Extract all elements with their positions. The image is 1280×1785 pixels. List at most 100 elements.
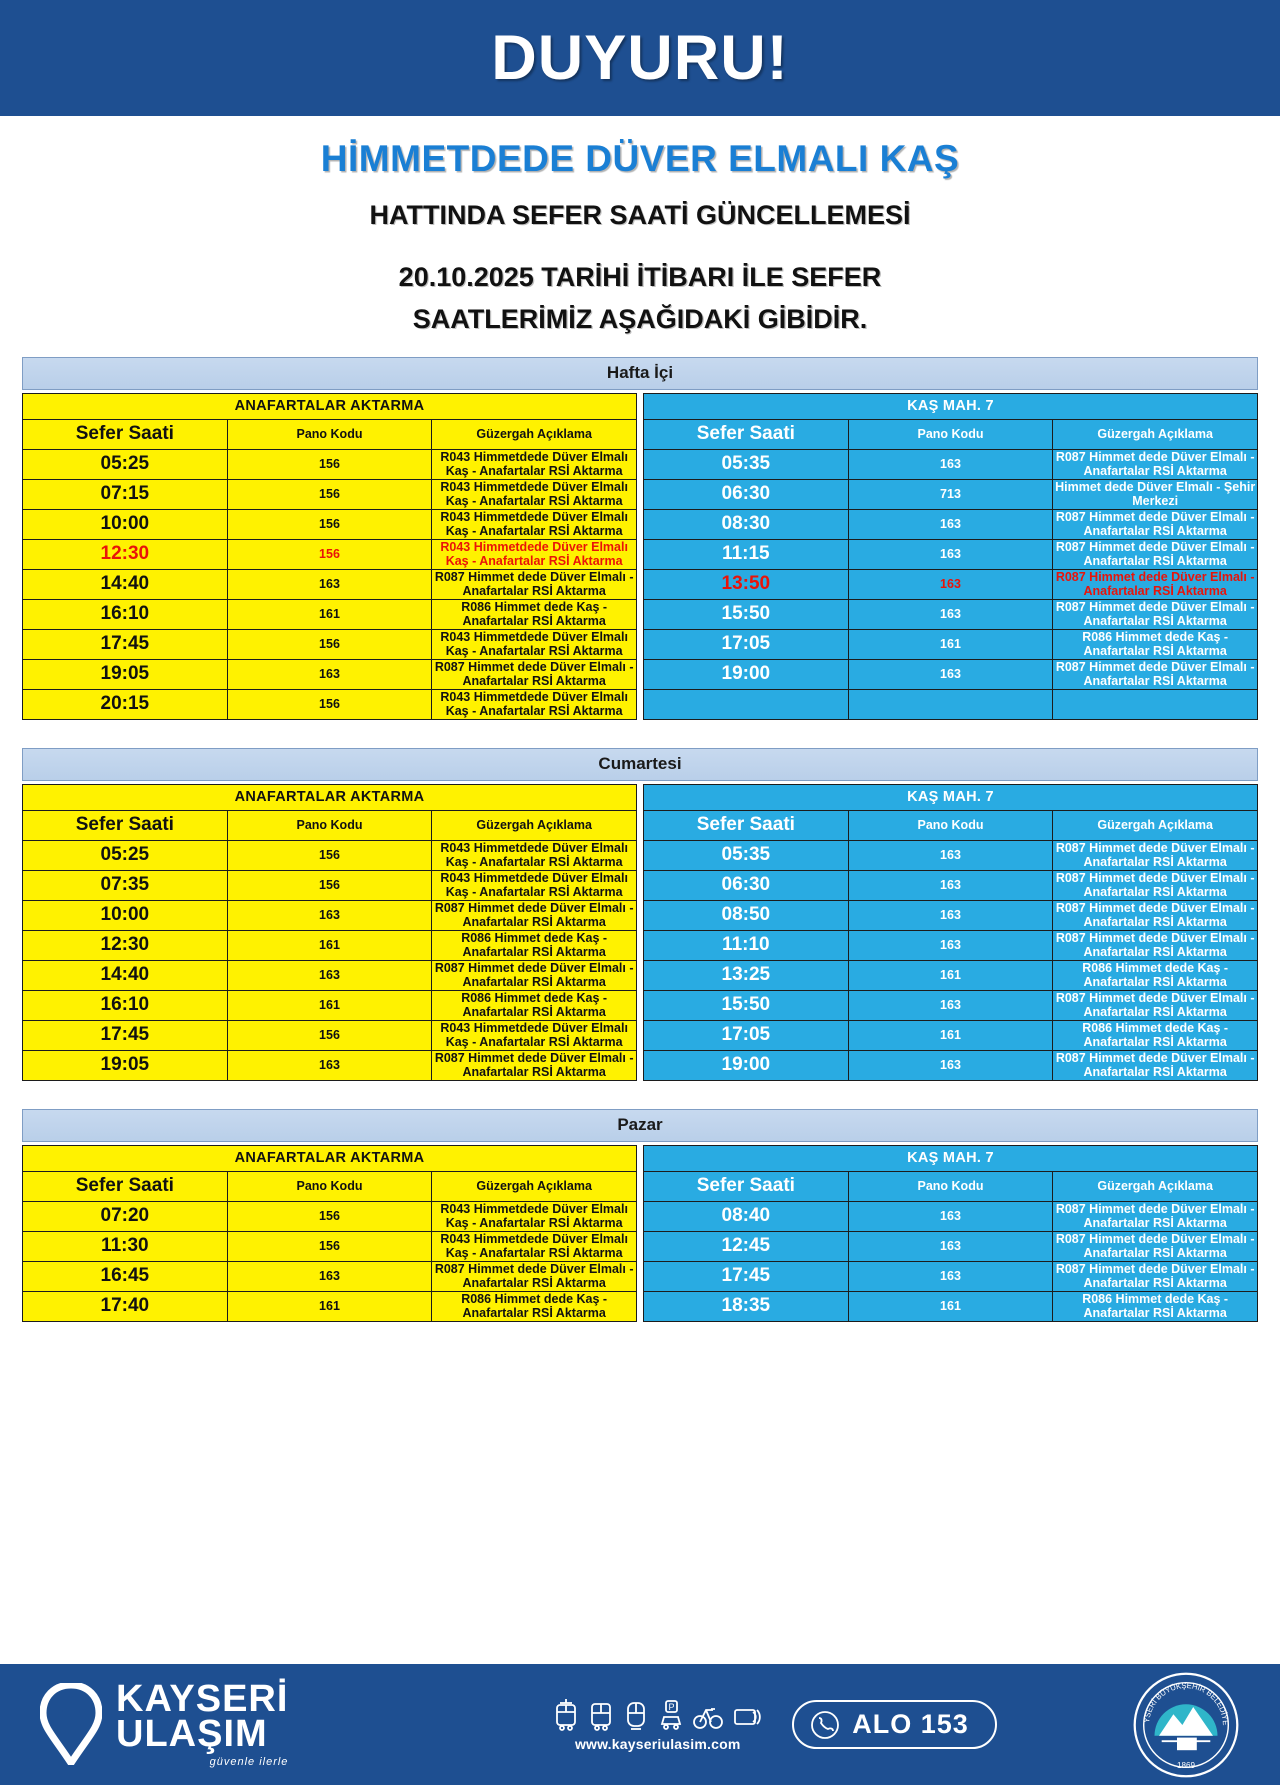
cell-route: R087 Himmet dede Düver Elmalı - Anafarta… bbox=[431, 1049, 637, 1081]
footer-bar: KAYSERİ ULAŞIM güvenle ilerle P www.kays… bbox=[0, 1664, 1280, 1785]
cell-route: R043 Himmetdede Düver Elmalı Kaş - Anafa… bbox=[431, 1200, 637, 1232]
column-header-route: Güzergah Açıklama bbox=[431, 418, 637, 450]
cell-pano-code: 156 bbox=[226, 869, 433, 901]
table-row: 19:05 163 R087 Himmet dede Düver Elmalı - … bbox=[22, 658, 637, 690]
cell-route: R087 Himmet dede Düver Elmalı - Anafarta… bbox=[1052, 1260, 1258, 1292]
cell-pano-code bbox=[847, 688, 1054, 720]
table-row: 07:20 156 R043 Himmetdede Düver Elmalı Kaş… bbox=[22, 1200, 637, 1232]
table-row: 17:40 161 R086 Himmet dede Kaş - Anafartal… bbox=[22, 1290, 637, 1322]
cell-time: 19:00 bbox=[643, 1049, 849, 1081]
column-header-code: Pano Kodu bbox=[847, 418, 1054, 450]
cell-route: R086 Himmet dede Kaş - Anafartalar RSİ A… bbox=[1052, 1290, 1258, 1322]
table-row: 07:35 156 R043 Himmetdede Düver Elmalı Kaş… bbox=[22, 869, 637, 901]
cell-route: R043 Himmetdede Düver Elmalı Kaş - Anafa… bbox=[431, 448, 637, 480]
cell-pano-code: 163 bbox=[847, 1200, 1054, 1232]
location-pin-icon bbox=[40, 1683, 102, 1766]
announcement-banner: DUYURU! bbox=[0, 0, 1280, 116]
cell-time: 07:35 bbox=[22, 869, 228, 901]
cell-route: R086 Himmet dede Kaş - Anafartalar RSİ A… bbox=[1052, 1019, 1258, 1051]
cell-route: R043 Himmetdede Düver Elmalı Kaş - Anafa… bbox=[431, 839, 637, 871]
cell-time: 05:25 bbox=[22, 448, 228, 480]
table-row: 11:15 163 R087 Himmet dede Düver Elmalı - … bbox=[643, 538, 1258, 570]
tram-icon bbox=[556, 1698, 577, 1731]
cell-pano-code: 163 bbox=[847, 568, 1054, 600]
cell-route: R087 Himmet dede Düver Elmalı - Anafarta… bbox=[431, 1260, 637, 1292]
cell-time: 17:45 bbox=[22, 1019, 228, 1051]
cell-route: R087 Himmet dede Düver Elmalı - Anafarta… bbox=[1052, 929, 1258, 961]
direction-header: KAŞ MAH. 7 bbox=[643, 1144, 1258, 1172]
table-row: 10:00 163 R087 Himmet dede Düver Elmalı - … bbox=[22, 899, 637, 931]
cell-time: 08:30 bbox=[643, 508, 849, 540]
table-row: 12:45 163 R087 Himmet dede Düver Elmalı - … bbox=[643, 1230, 1258, 1262]
cell-time: 14:40 bbox=[22, 959, 228, 991]
table-row: 17:05 161 R086 Himmet dede Kaş - Anafartal… bbox=[643, 628, 1258, 660]
kayseri-ulasim-logo: KAYSERİ ULAŞIM güvenle ilerle bbox=[40, 1680, 460, 1767]
table-row: 06:30 713 Himmet dede Düver Elmalı - Şehir… bbox=[643, 478, 1258, 510]
cell-time: 08:40 bbox=[643, 1200, 849, 1232]
bicycle-icon bbox=[693, 1707, 724, 1729]
schedule-table: ANAFARTALAR AKTARMA Sefer Saati Pano Kodu G… bbox=[22, 392, 637, 720]
table-row: 17:45 156 R043 Himmetdede Düver Elmalı Kaş… bbox=[22, 1019, 637, 1051]
table-row: 16:10 161 R086 Himmet dede Kaş - Anafartal… bbox=[22, 598, 637, 630]
cell-pano-code: 163 bbox=[847, 929, 1054, 961]
table-row: 08:30 163 R087 Himmet dede Düver Elmalı - … bbox=[643, 508, 1258, 540]
table-row: 15:50 163 R087 Himmet dede Düver Elmalı - … bbox=[643, 989, 1258, 1021]
cell-time: 20:15 bbox=[22, 688, 228, 720]
cell-pano-code: 163 bbox=[226, 1049, 433, 1081]
cell-time bbox=[643, 688, 849, 720]
cell-time: 05:25 bbox=[22, 839, 228, 871]
cell-route: R086 Himmet dede Kaş - Anafartalar RSİ A… bbox=[1052, 628, 1258, 660]
cell-time: 11:30 bbox=[22, 1230, 228, 1262]
svg-text:P: P bbox=[669, 1702, 675, 1712]
cell-pano-code: 161 bbox=[226, 1290, 433, 1322]
cell-route: R087 Himmet dede Düver Elmalı - Anafarta… bbox=[1052, 1049, 1258, 1081]
day-label: Hafta İçi bbox=[22, 356, 1258, 390]
schedule-column-right: KAŞ MAH. 7 Sefer Saati Pano Kodu Güzergah A… bbox=[643, 392, 1258, 720]
column-header-time: Sefer Saati bbox=[22, 809, 228, 841]
schedule-column-right: KAŞ MAH. 7 Sefer Saati Pano Kodu Güzergah A… bbox=[643, 1144, 1258, 1322]
table-row: 05:35 163 R087 Himmet dede Düver Elmalı - … bbox=[643, 839, 1258, 871]
cell-time: 15:50 bbox=[643, 598, 849, 630]
cell-pano-code: 163 bbox=[847, 448, 1054, 480]
column-header-code: Pano Kodu bbox=[226, 418, 433, 450]
cell-pano-code: 163 bbox=[847, 658, 1054, 690]
schedule-table: ANAFARTALAR AKTARMA Sefer Saati Pano Kodu G… bbox=[22, 783, 637, 1081]
cell-pano-code: 161 bbox=[226, 598, 433, 630]
cell-route: R087 Himmet dede Düver Elmalı - Anafarta… bbox=[1052, 598, 1258, 630]
cell-route: R087 Himmet dede Düver Elmalı - Anafarta… bbox=[1052, 839, 1258, 871]
table-row: 12:30 156 R043 Himmetdede Düver Elmalı Kaş… bbox=[22, 538, 637, 570]
cell-pano-code: 156 bbox=[226, 1019, 433, 1051]
column-header-route: Güzergah Açıklama bbox=[1052, 809, 1258, 841]
cell-pano-code: 156 bbox=[226, 538, 433, 570]
schedule-table: KAŞ MAH. 7 Sefer Saati Pano Kodu Güzergah A… bbox=[643, 392, 1258, 720]
cell-pano-code: 156 bbox=[226, 1230, 433, 1262]
cell-route: R043 Himmetdede Düver Elmalı Kaş - Anafa… bbox=[431, 869, 637, 901]
cell-time: 12:30 bbox=[22, 538, 228, 570]
website-url[interactable]: www.kayseriulasim.com bbox=[574, 1735, 741, 1752]
table-row: 05:25 156 R043 Himmetdede Düver Elmalı Kaş… bbox=[22, 448, 637, 480]
contactless-card-icon bbox=[734, 1708, 761, 1725]
cell-route: R087 Himmet dede Düver Elmalı - Anafarta… bbox=[431, 568, 637, 600]
cell-time: 10:00 bbox=[22, 508, 228, 540]
table-row: 06:30 163 R087 Himmet dede Düver Elmalı - … bbox=[643, 869, 1258, 901]
cell-time: 17:05 bbox=[643, 1019, 849, 1051]
metro-icon bbox=[627, 1701, 646, 1730]
title-block: HİMMETDEDE DÜVER ELMALI KAŞ HATTINDA SEF… bbox=[0, 116, 1280, 341]
cell-route: R087 Himmet dede Düver Elmalı - Anafarta… bbox=[1052, 508, 1258, 540]
cell-route: R087 Himmet dede Düver Elmalı - Anafarta… bbox=[1052, 1200, 1258, 1232]
table-row: 11:30 156 R043 Himmetdede Düver Elmalı Kaş… bbox=[22, 1230, 637, 1262]
table-row: 13:50 163 R087 Himmet dede Düver Elmalı - … bbox=[643, 568, 1258, 600]
column-header-code: Pano Kodu bbox=[847, 809, 1054, 841]
schedule-block: Cumartesi ANAFARTALAR AKTARMA Sefer Saati P… bbox=[22, 747, 1258, 1081]
hotline-badge[interactable]: ALO 153 bbox=[792, 1700, 997, 1749]
column-header-route: Güzergah Açıklama bbox=[431, 1170, 637, 1202]
table-row: 14:40 163 R087 Himmet dede Düver Elmalı - … bbox=[22, 568, 637, 600]
column-header-route: Güzergah Açıklama bbox=[1052, 418, 1258, 450]
cell-time: 19:05 bbox=[22, 658, 228, 690]
table-row: 17:45 156 R043 Himmetdede Düver Elmalı Kaş… bbox=[22, 628, 637, 660]
cell-route: Himmet dede Düver Elmalı - Şehir Merkezi bbox=[1052, 478, 1258, 510]
table-row: 17:45 163 R087 Himmet dede Düver Elmalı - … bbox=[643, 1260, 1258, 1292]
column-header-code: Pano Kodu bbox=[226, 809, 433, 841]
cell-time: 19:05 bbox=[22, 1049, 228, 1081]
cell-route: R043 Himmetdede Düver Elmalı Kaş - Anafa… bbox=[431, 1019, 637, 1051]
